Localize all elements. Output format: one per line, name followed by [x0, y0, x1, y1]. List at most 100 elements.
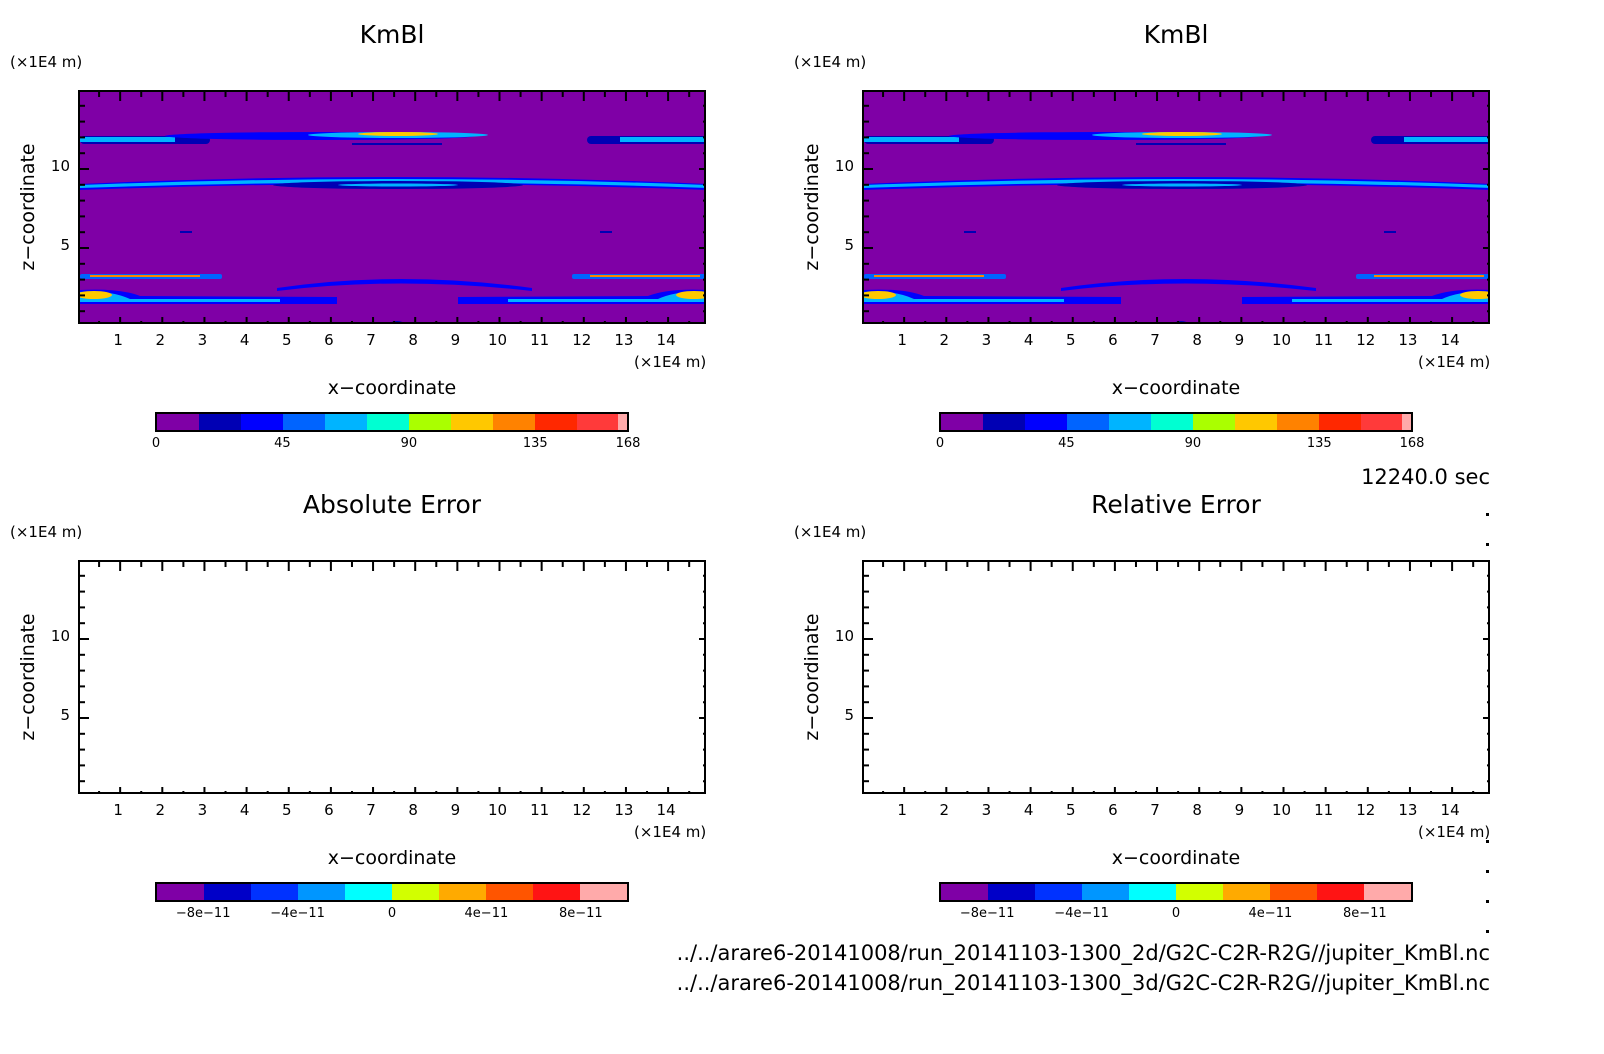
colorbar-swatch [439, 884, 486, 900]
colorbar-label: 4e−11 [1248, 906, 1293, 921]
colorbar-swatch [392, 884, 439, 900]
plot-area [862, 90, 1490, 324]
contour-region [358, 132, 438, 136]
colorbar-label: 45 [1058, 436, 1075, 451]
colorbar-label: 0 [1171, 906, 1181, 921]
x-tick-label: 6 [324, 331, 334, 349]
x-tick-label: 4 [1023, 801, 1034, 819]
y-unit-label: (×1E4 m) [794, 523, 867, 541]
contour-region [1122, 183, 1242, 187]
x-tick-label: 2 [155, 331, 166, 349]
colorbar-swatch [1035, 884, 1082, 900]
contour-region [277, 279, 532, 291]
colorbar-swatch [1150, 414, 1193, 430]
x-tick-label: 10 [1271, 801, 1292, 819]
colorbar-swatch [282, 414, 325, 430]
x-tick-label: 13 [614, 331, 634, 349]
colorbar-swatch [1234, 414, 1277, 430]
colorbar-label: 90 [400, 436, 418, 451]
x-tick-label: 3 [981, 801, 992, 819]
colorbar-swatch [204, 884, 251, 900]
x-tick-label: 13 [614, 801, 634, 819]
colorbar-swatch [576, 414, 619, 430]
contour-region [620, 137, 704, 142]
contour-region [80, 137, 175, 142]
plot-area [78, 90, 706, 324]
colorbar-swatch [450, 414, 493, 430]
x-unit-label: (×1E4 m) [1418, 823, 1491, 841]
colorbar-swatch [1360, 414, 1403, 430]
x-tick-label: 6 [1108, 331, 1118, 349]
colorbar-swatch [941, 884, 988, 900]
colorbar-label: 135 [522, 436, 548, 451]
contour-region [80, 291, 280, 302]
x-axis-label: x−coordinate [1111, 847, 1241, 869]
y-tick-label: 5 [844, 236, 854, 254]
x-tick-label: 6 [324, 801, 334, 819]
colorbar [155, 412, 629, 432]
plot-area [862, 560, 1490, 794]
x-tick-label: 10 [1271, 331, 1292, 349]
colorbar-swatch [618, 414, 627, 430]
plot-title: KmBl [359, 20, 425, 49]
colorbar-swatch [1402, 414, 1411, 430]
colorbar-swatch [345, 884, 392, 900]
y-unit-label: (×1E4 m) [794, 53, 867, 71]
colorbar-label: 0 [387, 906, 397, 921]
contour-region [352, 143, 442, 145]
x-tick-label: 9 [450, 801, 461, 819]
contour-region [80, 179, 704, 188]
contour-region [1374, 275, 1484, 277]
colorbar-label: 4e−11 [464, 906, 509, 921]
x-tick-label: 10 [487, 331, 508, 349]
colorbar-swatch [1176, 884, 1223, 900]
x-tick-label: 7 [366, 331, 376, 349]
colorbar-swatch [157, 414, 199, 430]
colorbar-label: 0 [935, 436, 945, 451]
x-tick-label: 14 [656, 331, 676, 349]
contour-region [90, 275, 200, 277]
colorbar-label: 0 [151, 436, 161, 451]
x-tick-label: 8 [408, 331, 418, 349]
marker-dot [1486, 513, 1489, 516]
x-tick-label: 1 [897, 801, 907, 819]
colorbar-label: 8e−11 [558, 906, 603, 921]
contour-region [1136, 143, 1226, 145]
contour-region [1175, 321, 1187, 322]
contour-region [1142, 132, 1222, 136]
contour-region [508, 291, 704, 302]
contour-region [864, 137, 959, 142]
x-tick-label: 11 [530, 801, 550, 819]
x-tick-label: 11 [1314, 331, 1334, 349]
colorbar-label: 90 [1184, 436, 1202, 451]
x-unit-label: (×1E4 m) [1418, 353, 1491, 371]
x-tick-label: 6 [1108, 801, 1118, 819]
contour-region [180, 231, 192, 233]
x-unit-label: (×1E4 m) [634, 353, 707, 371]
x-tick-label: 13 [1398, 801, 1418, 819]
plot-canvas [80, 562, 704, 792]
y-tick-label: 10 [50, 627, 70, 645]
contour-region [338, 183, 458, 187]
colorbar-swatch [1129, 884, 1176, 900]
marker-dot [1486, 870, 1489, 873]
contour-region [864, 179, 1488, 188]
x-tick-label: 10 [487, 801, 508, 819]
x-tick-label: 3 [197, 331, 208, 349]
x-tick-label: 5 [281, 331, 292, 349]
x-tick-label: 3 [981, 331, 992, 349]
colorbar-swatch [157, 884, 204, 900]
x-tick-label: 5 [1065, 801, 1076, 819]
colorbar-swatch [982, 414, 1025, 430]
y-tick-label: 5 [60, 706, 70, 724]
colorbar-swatch [1270, 884, 1317, 900]
x-tick-label: 7 [1150, 801, 1160, 819]
x-tick-label: 14 [656, 801, 676, 819]
colorbar-swatch [486, 884, 533, 900]
y-tick-label: 5 [60, 236, 70, 254]
x-tick-label: 1 [113, 331, 123, 349]
x-tick-label: 4 [239, 331, 250, 349]
contour-region [391, 321, 403, 322]
colorbar-swatch [1318, 414, 1361, 430]
x-tick-label: 14 [1440, 331, 1460, 349]
